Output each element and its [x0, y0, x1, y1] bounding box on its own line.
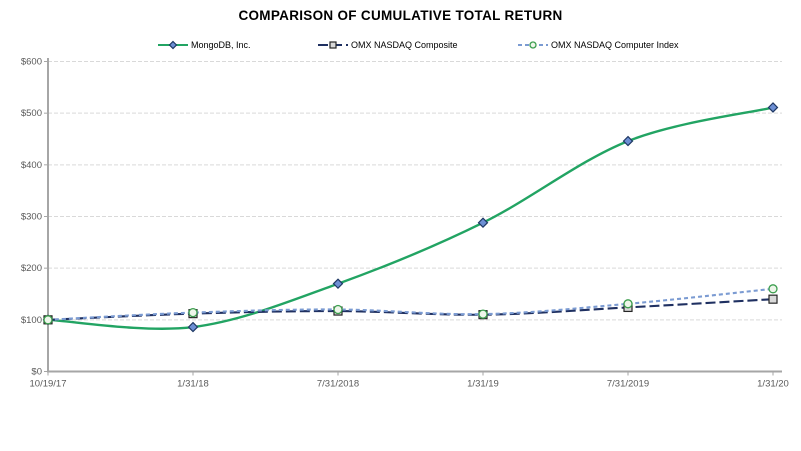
legend-label-nasdaq-computer: OMX NASDAQ Computer Index: [551, 40, 679, 50]
data-point-marker-0: [767, 102, 779, 113]
legend-marker: [168, 40, 178, 50]
series-line-1: [47, 298, 774, 321]
y-tick-label: $500: [21, 108, 42, 119]
y-tick-label: $400: [21, 160, 42, 171]
y-tick-label: $600: [21, 57, 42, 68]
mongodb-line-swatch: [158, 40, 188, 50]
legend-marker: [529, 41, 537, 49]
data-point-marker-2: [478, 309, 488, 319]
data-point-marker-0: [622, 135, 634, 147]
legend-item-nasdaq-composite: OMX NASDAQ Composite: [318, 38, 458, 52]
legend-marker: [329, 41, 337, 49]
x-tick-label: 1/31/20: [757, 379, 789, 390]
legend-item-mongodb: MongoDB, Inc.: [158, 38, 251, 52]
y-tick-label: $300: [21, 212, 42, 223]
y-tick-label: $200: [21, 263, 42, 274]
data-point-marker-0: [332, 278, 344, 290]
x-tick-label: 1/31/19: [467, 379, 499, 390]
data-point-marker-2: [43, 315, 53, 325]
y-tick-label: $100: [21, 315, 42, 326]
y-tick-label: $0: [31, 367, 42, 378]
legend-label-mongodb: MongoDB, Inc.: [191, 40, 251, 50]
data-point-marker-2: [768, 284, 778, 294]
data-point-marker-0: [477, 217, 489, 229]
x-tick-label: 7/31/2019: [607, 379, 649, 390]
data-point-marker-2: [333, 304, 343, 315]
x-tick-label: 10/19/17: [30, 379, 67, 390]
nasdaq-composite-line-swatch: [318, 41, 348, 49]
x-tick-label: 7/31/2018: [317, 379, 359, 390]
data-point-marker-2: [188, 307, 198, 318]
legend-label-nasdaq-composite: OMX NASDAQ Composite: [351, 40, 458, 50]
x-tick-label: 1/31/18: [177, 379, 209, 390]
nasdaq-computer-line-swatch: [518, 41, 548, 49]
chart-title: COMPARISON OF CUMULATIVE TOTAL RETURN: [238, 8, 563, 23]
data-point-marker-0: [187, 321, 199, 333]
series-line-0: [47, 106, 774, 330]
legend-item-nasdaq-computer: OMX NASDAQ Computer Index: [518, 38, 679, 52]
data-point-marker-1: [768, 294, 778, 304]
data-point-marker-2: [623, 299, 633, 309]
series-line-2: [47, 287, 774, 321]
